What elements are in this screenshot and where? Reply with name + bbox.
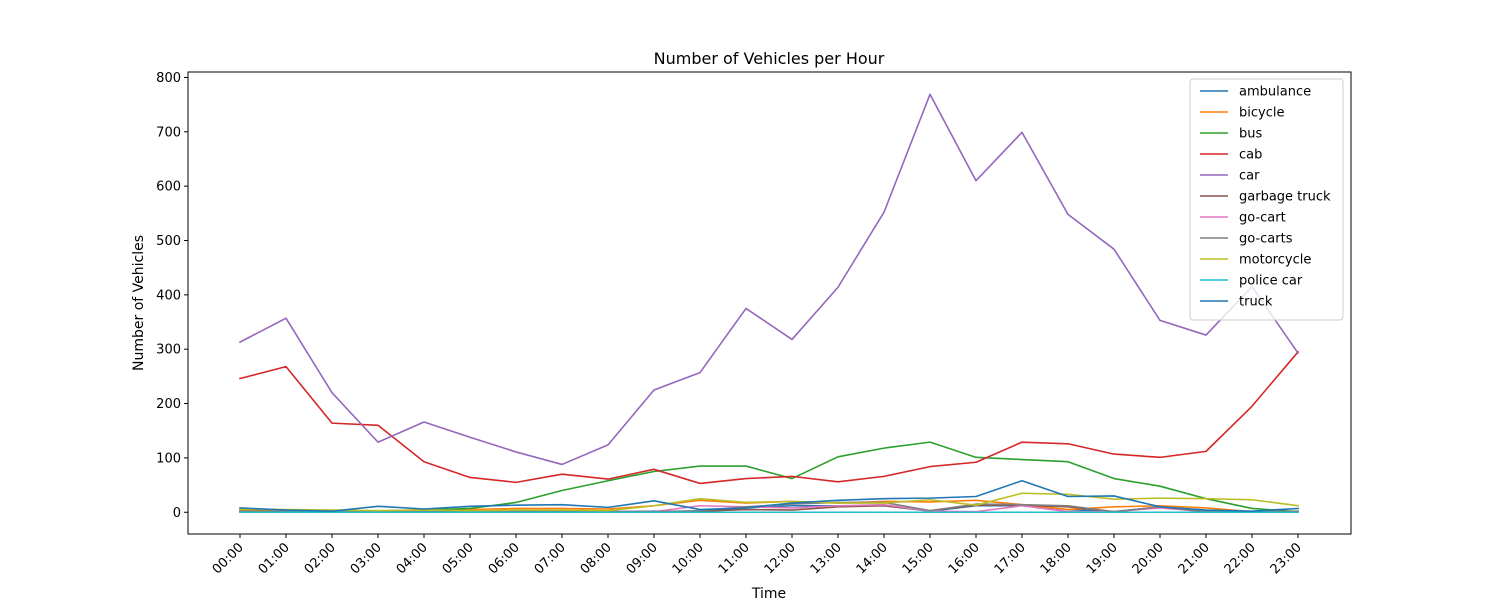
y-axis-label: Number of Vehicles [131, 235, 147, 371]
x-tick-label: 00:00 [210, 540, 247, 577]
x-tick-label: 22:00 [1222, 540, 1259, 577]
legend-label: bicycle [1239, 106, 1284, 121]
y-tick-label: 200 [156, 397, 181, 412]
chart-title: Number of Vehicles per Hour [654, 49, 885, 68]
x-tick-label: 18:00 [1038, 540, 1075, 577]
x-tick-label: 13:00 [808, 540, 845, 577]
y-tick-label: 500 [156, 234, 181, 249]
x-axis-ticks: 00:00 01:00 02:00 03:00 04:00 05:00 06:00 07:00… [210, 534, 1305, 577]
x-tick-label: 21:00 [1176, 540, 1213, 577]
legend-label: garbage truck [1239, 190, 1331, 205]
legend-label: ambulance [1239, 85, 1311, 100]
x-tick-label: 07:00 [532, 540, 569, 577]
x-tick-label: 20:00 [1130, 540, 1167, 577]
x-tick-label: 12:00 [762, 540, 799, 577]
x-tick-label: 11:00 [716, 540, 753, 577]
legend-frame [1189, 78, 1344, 321]
x-tick-label: 05:00 [440, 540, 477, 577]
y-tick-label: 100 [156, 451, 181, 466]
y-axis-ticks: 0 100 200 300 400 500 600 700 800 [156, 71, 188, 521]
x-tick-label: 01:00 [256, 540, 293, 577]
x-tick-label: 17:00 [992, 540, 1029, 577]
x-tick-label: 15:00 [900, 540, 937, 577]
series-lines [238, 93, 1300, 514]
y-tick-label: 300 [156, 343, 181, 358]
legend-label: bus [1239, 127, 1262, 142]
legend-label: go-carts [1239, 232, 1293, 247]
y-tick-label: 600 [156, 180, 181, 195]
x-tick-label: 16:00 [946, 540, 983, 577]
x-tick-label: 04:00 [394, 540, 431, 577]
x-tick-label: 23:00 [1268, 540, 1305, 577]
y-tick-label: 700 [156, 125, 181, 140]
legend-label: truck [1239, 295, 1273, 310]
x-tick-label: 10:00 [670, 540, 707, 577]
series-line-cab [239, 350, 1300, 485]
legend-label: go-cart [1239, 211, 1286, 226]
x-tick-label: 03:00 [348, 540, 385, 577]
legend-label: motorcycle [1239, 253, 1311, 268]
series-line-car [238, 93, 1300, 466]
legend-label: cab [1239, 148, 1262, 163]
x-tick-label: 09:00 [624, 540, 661, 577]
plot-area-frame [187, 71, 1352, 535]
x-tick-label: 19:00 [1084, 540, 1121, 577]
x-axis-label: Time [751, 586, 786, 600]
x-tick-label: 06:00 [486, 540, 523, 577]
y-tick-label: 400 [156, 288, 181, 303]
legend-label: police car [1239, 274, 1303, 289]
series-line-truck [239, 479, 1299, 512]
legend-label: car [1239, 169, 1260, 184]
series-line-motorcycle [239, 492, 1299, 512]
y-tick-label: 0 [173, 506, 181, 521]
x-tick-label: 14:00 [854, 540, 891, 577]
y-tick-label: 800 [156, 71, 181, 86]
legend: ambulance bicycle bus cab car garbage truck go… [1189, 78, 1344, 321]
x-tick-label: 08:00 [578, 540, 615, 577]
x-tick-label: 02:00 [302, 540, 339, 577]
